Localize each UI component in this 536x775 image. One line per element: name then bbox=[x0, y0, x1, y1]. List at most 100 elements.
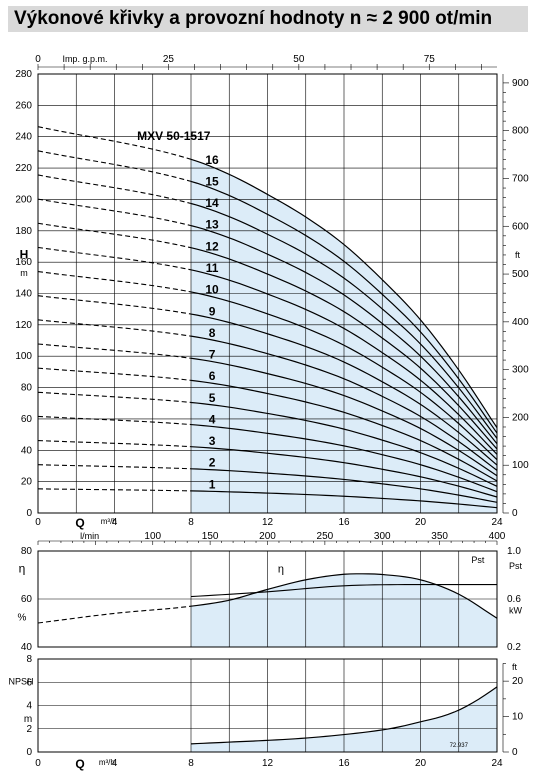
x-axis-unit: m³/h bbox=[101, 517, 117, 526]
lmin-tick-label: 250 bbox=[317, 531, 334, 542]
y-tick-label: 60 bbox=[21, 414, 33, 425]
head-curve-dashed-7 bbox=[37, 343, 192, 359]
head-curve-11 bbox=[190, 269, 498, 455]
model-label: MXV 50-1517 bbox=[137, 129, 211, 143]
gpm-tick-label: 75 bbox=[424, 54, 436, 65]
curve-label: 10 bbox=[205, 283, 219, 297]
pst-tick-label: 0.6 bbox=[507, 594, 521, 605]
efficiency-curve-dashed bbox=[37, 605, 192, 624]
curve-label: 2 bbox=[209, 456, 216, 470]
ft-axis-label: ft bbox=[515, 250, 521, 260]
curve-label: 8 bbox=[209, 326, 216, 340]
npsh-tick-label: 4 bbox=[26, 701, 32, 712]
head-curve-dashed-5 bbox=[37, 391, 192, 404]
npsh-ft-tick-label: 10 bbox=[512, 712, 524, 723]
head-curve-dashed-6 bbox=[37, 367, 192, 381]
npsh-tick-label: 8 bbox=[26, 654, 32, 665]
head-curve-dashed-1 bbox=[37, 488, 192, 492]
lmin-tick-label: 350 bbox=[431, 531, 448, 542]
ft-tick-label: 800 bbox=[512, 126, 529, 137]
head-curve-8 bbox=[190, 335, 498, 471]
y-axis-label: H bbox=[20, 247, 29, 261]
head-curve-dashed-14 bbox=[37, 174, 192, 205]
head-curve-dashed-3 bbox=[37, 440, 192, 448]
head-curve-dashed-12 bbox=[37, 222, 192, 249]
lmin-tick-label: 400 bbox=[489, 531, 506, 542]
y-tick-label: 140 bbox=[15, 289, 32, 300]
npsh-x-tick-label: 8 bbox=[188, 758, 194, 769]
curve-label: 12 bbox=[205, 239, 219, 253]
curve-label: 1 bbox=[209, 477, 216, 491]
ft-tick-label: 500 bbox=[512, 269, 529, 280]
head-curve-12 bbox=[190, 247, 498, 450]
pst-tick-label: 1.0 bbox=[507, 546, 521, 557]
y-tick-label: 220 bbox=[15, 163, 32, 174]
head-curve-dashed-15 bbox=[37, 150, 192, 182]
npsh-x-axis-unit: m³/h bbox=[99, 758, 115, 767]
y-axis-unit: m bbox=[20, 268, 28, 278]
npsh-x-tick-label: 12 bbox=[262, 758, 274, 769]
npsh-curve bbox=[190, 686, 498, 745]
lmin-tick-label: 200 bbox=[259, 531, 276, 542]
y-tick-label: 180 bbox=[15, 226, 32, 237]
curve-label: 7 bbox=[209, 348, 216, 362]
lmin-tick-label: 300 bbox=[374, 531, 391, 542]
pst-axis-unit: kW bbox=[509, 605, 523, 615]
y-tick-label: 20 bbox=[21, 477, 33, 488]
npsh-tick-label: 0 bbox=[26, 747, 32, 758]
ft-tick-label: 900 bbox=[512, 78, 529, 89]
npsh-x-axis-label-q: Q bbox=[75, 757, 84, 771]
lmin-tick-label: 150 bbox=[202, 531, 219, 542]
efficiency-curve bbox=[190, 573, 498, 619]
x-tick-label: 24 bbox=[491, 517, 503, 528]
ft-tick-label: 100 bbox=[512, 460, 529, 471]
eta-axis-label: η bbox=[19, 562, 26, 576]
head-curve-dashed-10 bbox=[37, 271, 192, 293]
head-curve-14 bbox=[190, 202, 498, 439]
pst-curve-label: Pst bbox=[471, 555, 485, 565]
eta-tick-label: 40 bbox=[21, 642, 33, 653]
pst-tick-label: 0.2 bbox=[507, 642, 521, 653]
ft-tick-label: 700 bbox=[512, 173, 529, 184]
gpm-tick-label: 0 bbox=[35, 54, 41, 65]
curve-label: 6 bbox=[209, 369, 216, 383]
npsh-ft-tick-label: 0 bbox=[512, 747, 518, 758]
lmin-axis-label: l/min bbox=[80, 531, 99, 541]
head-curve-7 bbox=[190, 357, 498, 477]
curve-label: 16 bbox=[205, 153, 219, 167]
curve-label: 11 bbox=[206, 261, 219, 275]
curve-label: 13 bbox=[205, 218, 219, 232]
gpm-tick-label: 50 bbox=[293, 54, 305, 65]
head-curve-dashed-13 bbox=[37, 198, 192, 227]
x-tick-label: 4 bbox=[112, 517, 118, 528]
y-tick-label: 120 bbox=[15, 320, 32, 331]
head-curve-16 bbox=[190, 158, 498, 429]
gpm-tick-label: 25 bbox=[163, 54, 175, 65]
npsh-frame bbox=[37, 658, 498, 753]
y-tick-label: 40 bbox=[21, 445, 33, 456]
y-tick-label: 200 bbox=[15, 194, 32, 205]
head-curve-dashed-8 bbox=[37, 319, 192, 337]
head-curve-3 bbox=[190, 446, 498, 498]
ft-tick-label: 600 bbox=[512, 221, 529, 232]
head-curve-6 bbox=[190, 379, 498, 482]
head-curve-13 bbox=[190, 225, 498, 445]
eta-tick-label: 60 bbox=[21, 594, 33, 605]
curve-label: 14 bbox=[205, 196, 219, 210]
x-tick-label: 12 bbox=[262, 517, 274, 528]
ft-tick-label: 300 bbox=[512, 365, 529, 376]
lmin-tick-label: 100 bbox=[144, 531, 161, 542]
head-curve-10 bbox=[190, 291, 498, 461]
power-curve bbox=[190, 584, 497, 598]
head-frame bbox=[37, 73, 498, 514]
curve-label: 15 bbox=[205, 174, 219, 188]
npsh-x-tick-label: 4 bbox=[112, 758, 118, 769]
head-curve-dashed-4 bbox=[37, 415, 192, 426]
curve-label: 9 bbox=[209, 304, 216, 318]
head-curve-dashed-2 bbox=[37, 464, 192, 470]
y-tick-label: 280 bbox=[15, 69, 32, 80]
ft-tick-label: 0 bbox=[512, 508, 518, 519]
x-tick-label: 8 bbox=[188, 517, 194, 528]
npsh-tick-label: 6 bbox=[26, 677, 32, 688]
npsh-x-tick-label: 24 bbox=[491, 758, 503, 769]
